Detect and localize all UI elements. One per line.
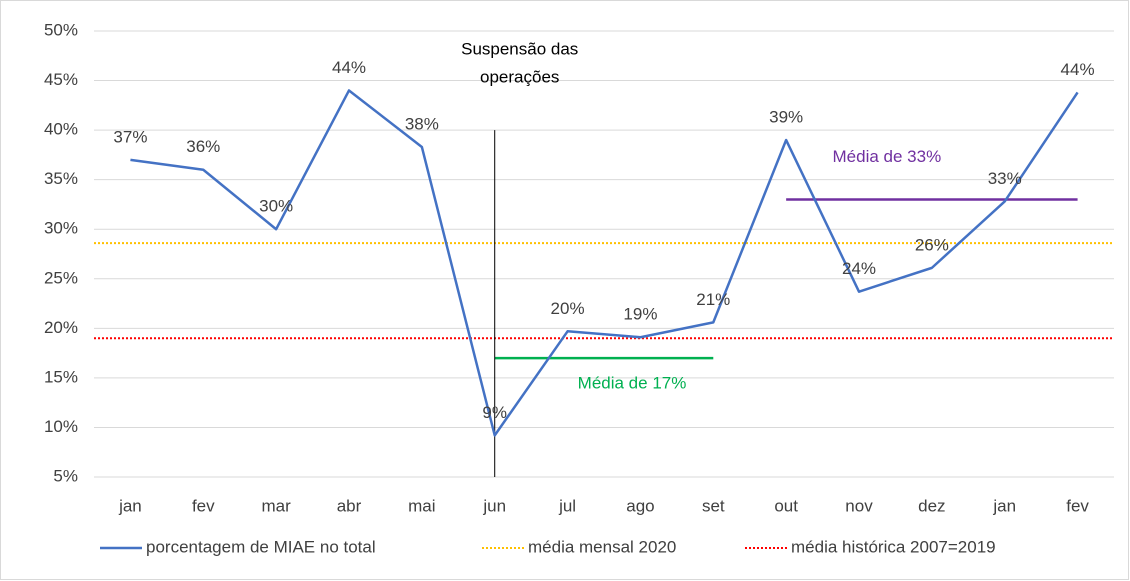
data-label: 39%: [769, 108, 803, 127]
x-tick-label: mai: [408, 496, 435, 515]
x-tick-label: jul: [558, 496, 576, 515]
y-tick-label: 20%: [44, 318, 78, 337]
data-label: 30%: [259, 197, 293, 216]
x-tick-label: jan: [118, 496, 142, 515]
x-tick-label: fev: [192, 496, 215, 515]
x-tick-label: jun: [482, 496, 506, 515]
y-tick-label: 50%: [44, 20, 78, 39]
x-tick-label: jan: [992, 496, 1016, 515]
x-tick-label: mar: [262, 496, 292, 515]
x-tick-label: nov: [845, 496, 873, 515]
x-tick-label: fev: [1066, 496, 1089, 515]
data-label: 26%: [915, 235, 949, 254]
data-label: 33%: [988, 169, 1022, 188]
data-label: 36%: [186, 137, 220, 156]
y-tick-label: 10%: [44, 417, 78, 436]
segment-label: Média de 33%: [833, 147, 942, 166]
legend-label: média mensal 2020: [528, 537, 676, 556]
annotation-text: operações: [480, 67, 559, 86]
data-label: 20%: [551, 299, 585, 318]
x-tick-label: ago: [626, 496, 654, 515]
data-label: 44%: [1061, 60, 1095, 79]
segment-label: Média de 17%: [578, 374, 687, 393]
y-tick-label: 25%: [44, 268, 78, 287]
data-label: 38%: [405, 114, 439, 133]
data-label: 21%: [696, 290, 730, 309]
y-tick-label: 5%: [53, 466, 78, 485]
y-tick-label: 15%: [44, 367, 78, 386]
data-label: 44%: [332, 58, 366, 77]
data-label: 37%: [113, 127, 147, 146]
y-tick-label: 35%: [44, 169, 78, 188]
x-tick-label: set: [702, 496, 725, 515]
legend-label: média histórica 2007=2019: [791, 537, 996, 556]
x-tick-label: out: [774, 496, 798, 515]
x-tick-label: dez: [918, 496, 945, 515]
legend-label: porcentagem de MIAE no total: [146, 537, 376, 556]
y-tick-label: 45%: [44, 70, 78, 89]
annotation-text: Suspensão das: [461, 39, 578, 58]
data-label: 9%: [482, 403, 507, 422]
data-label: 19%: [623, 305, 657, 324]
data-line: [130, 89, 1079, 437]
data-label: 24%: [842, 259, 876, 278]
x-tick-label: abr: [337, 496, 362, 515]
y-tick-label: 40%: [44, 120, 78, 139]
y-tick-label: 30%: [44, 219, 78, 238]
